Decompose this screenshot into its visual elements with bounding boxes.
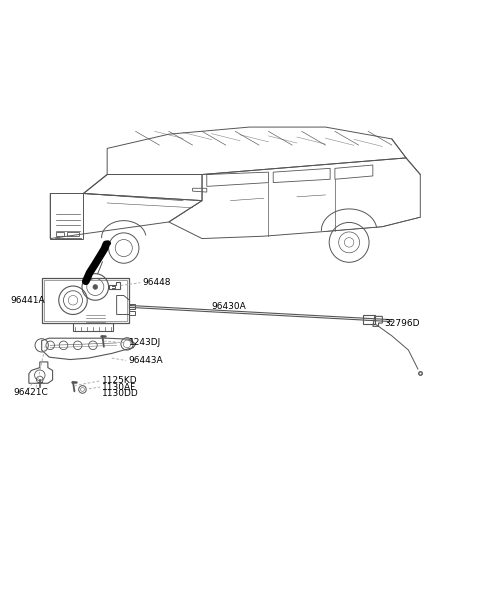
Text: 96421C: 96421C <box>13 388 48 397</box>
Text: 96443A: 96443A <box>129 356 163 365</box>
Text: 96441A: 96441A <box>10 296 45 305</box>
Text: 96430A: 96430A <box>212 303 246 311</box>
Text: 1125KD: 1125KD <box>102 376 138 385</box>
Text: 1130DD: 1130DD <box>102 389 139 398</box>
Text: 1243DJ: 1243DJ <box>129 339 161 348</box>
Text: 1130AF: 1130AF <box>102 382 137 392</box>
Text: 32796D: 32796D <box>384 319 420 327</box>
Text: 96448: 96448 <box>143 278 171 287</box>
Circle shape <box>93 285 97 290</box>
